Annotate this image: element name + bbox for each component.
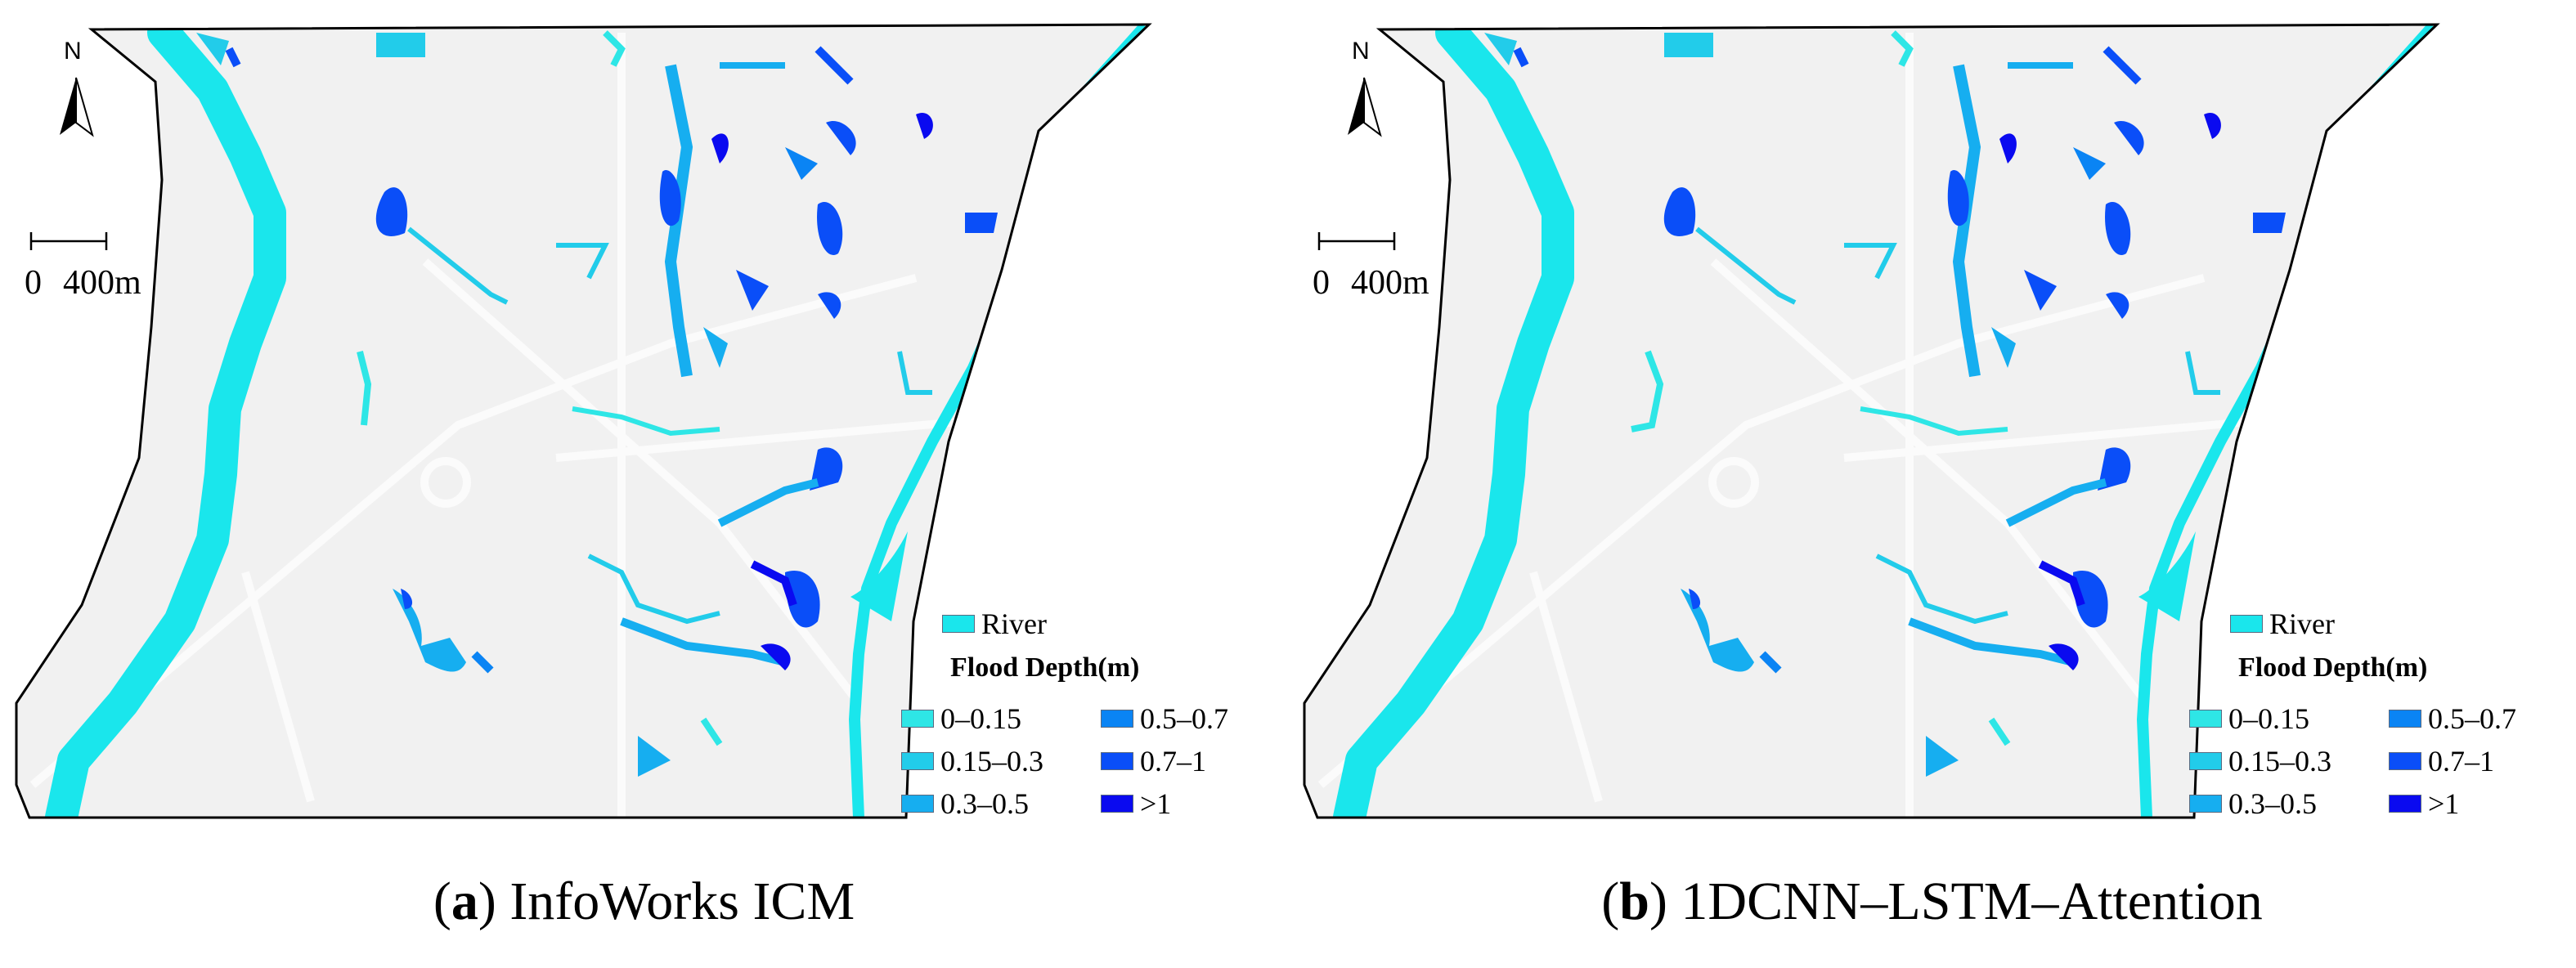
legend-class-5: >1 <box>1101 786 1171 821</box>
caption-text: 1DCNN–LSTM–Attention <box>1681 872 2263 931</box>
panel-b: N 0 400m River Flood Depth(m) 0–0.15 0.15… <box>1288 0 2576 968</box>
legend: River Flood Depth(m) 0–0.15 0.15–0.3 0.3… <box>2179 595 2572 824</box>
scale-label: 0 400m <box>25 263 163 302</box>
legend-class-5: >1 <box>2389 786 2459 821</box>
flood-extent <box>1484 30 2286 777</box>
river-branch <box>2138 531 2196 621</box>
scale-start: 0 <box>1313 264 1330 302</box>
north-arrow-icon <box>60 77 94 137</box>
legend-class-0: 0–0.15 <box>901 701 1021 736</box>
legend-class-3: 0.5–0.7 <box>2389 701 2516 736</box>
legend-swatch <box>1101 710 1133 728</box>
legend-class-1: 0.15–0.3 <box>2189 744 2331 778</box>
legend-swatch <box>2389 710 2421 728</box>
north-label: N <box>1352 38 1370 65</box>
legend-class-4: 0.7–1 <box>2389 744 2494 778</box>
legend-swatch <box>1101 795 1133 813</box>
legend-swatch <box>2389 795 2421 813</box>
north-arrow-icon <box>1348 77 1382 137</box>
flood-extent <box>196 30 998 777</box>
study-area-boundary <box>15 23 1152 819</box>
north-label: N <box>64 38 82 65</box>
caption-letter: a <box>451 872 478 931</box>
scale-start: 0 <box>25 264 42 302</box>
legend-class-3: 0.5–0.7 <box>1101 701 1228 736</box>
legend-river: River <box>2230 607 2335 641</box>
legend-class-2: 0.3–0.5 <box>901 786 1029 821</box>
legend-swatch <box>2189 795 2222 813</box>
river-left <box>1333 25 1574 818</box>
legend-title: Flood Depth(m) <box>950 652 1140 683</box>
panel-caption: (a) InfoWorks ICM <box>433 872 855 931</box>
legend-river-swatch <box>2230 615 2263 633</box>
scale-label: 0 400m <box>1313 263 1451 302</box>
flood-map <box>15 23 1152 819</box>
legend-class-1: 0.15–0.3 <box>901 744 1043 778</box>
legend-river: River <box>942 607 1047 641</box>
river-left <box>45 25 286 818</box>
legend-swatch <box>2389 752 2421 770</box>
legend-class-2: 0.3–0.5 <box>2189 786 2317 821</box>
caption-letter: b <box>1619 872 1649 931</box>
legend-swatch <box>901 752 934 770</box>
scale-end: 400m <box>63 264 141 302</box>
legend: River Flood Depth(m) 0–0.15 0.15–0.3 0.3… <box>891 595 1284 824</box>
legend-title: Flood Depth(m) <box>2238 652 2428 683</box>
legend-class-0: 0–0.15 <box>2189 701 2309 736</box>
legend-swatch <box>901 795 934 813</box>
caption-text: InfoWorks ICM <box>509 872 855 931</box>
scale-bar-icon <box>29 232 108 250</box>
legend-swatch <box>2189 752 2222 770</box>
legend-swatch <box>2189 710 2222 728</box>
scale-end: 400m <box>1351 264 1429 302</box>
flood-map <box>1303 23 2440 819</box>
panel-caption: (b) 1DCNN–LSTM–Attention <box>1601 872 2263 931</box>
scale-bar-icon <box>1317 232 1396 250</box>
study-area-boundary <box>1303 23 2440 819</box>
legend-river-swatch <box>942 615 975 633</box>
panel-a: N 0 400m River Flood Depth(m) 0–0.15 0.15… <box>15 23 1284 931</box>
legend-class-4: 0.7–1 <box>1101 744 1206 778</box>
legend-swatch <box>1101 752 1133 770</box>
legend-swatch <box>901 710 934 728</box>
river-branch <box>850 531 908 621</box>
